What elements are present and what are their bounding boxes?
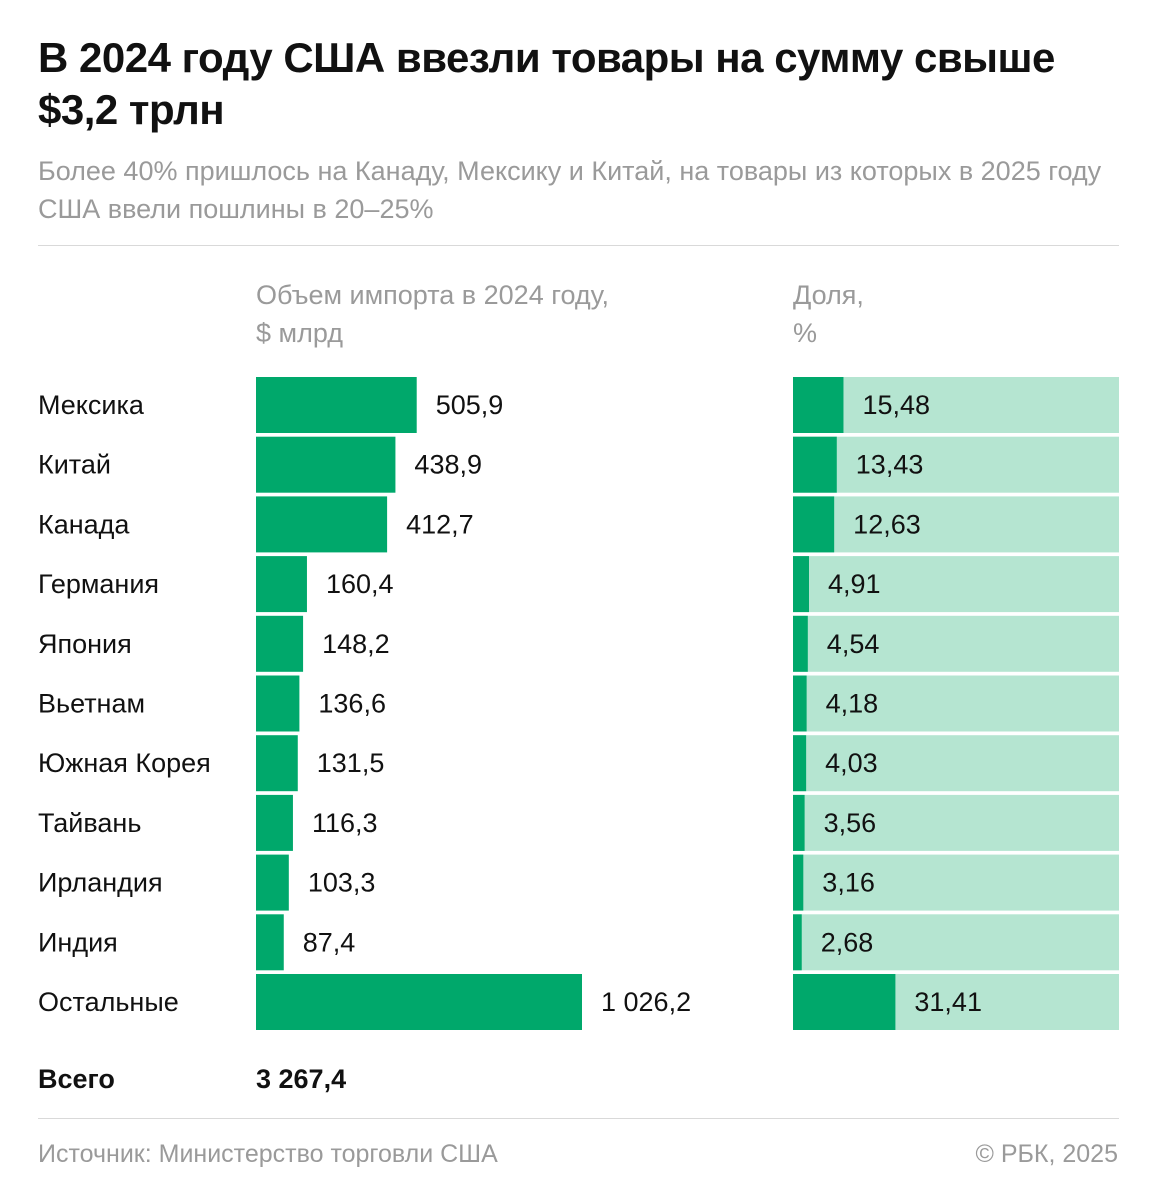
volume-bar <box>256 735 298 792</box>
category-label: Канада <box>38 509 130 539</box>
volume-value-label: 136,6 <box>318 689 386 719</box>
volume-bar <box>256 556 307 613</box>
share-track <box>793 914 1119 971</box>
share-track <box>793 675 1119 732</box>
share-bar <box>793 914 802 971</box>
share-bar <box>793 735 807 792</box>
category-label: Вьетнам <box>38 689 145 719</box>
chart-subtitle: Более 40% пришлось на Канаду, Мексику и … <box>38 156 1102 224</box>
share-track <box>793 794 1119 851</box>
share-value-label: 4,91 <box>828 569 881 599</box>
share-track <box>793 377 1119 433</box>
category-label: Тайвань <box>38 808 141 838</box>
volume-bar <box>256 794 293 851</box>
volume-value-label: 412,7 <box>406 509 474 539</box>
share-value-label: 4,54 <box>827 629 880 659</box>
volume-bar <box>256 914 284 971</box>
share-bar <box>793 854 804 911</box>
share-column-header: Доля, % <box>793 276 1093 352</box>
volume-value-label: 148,2 <box>322 629 390 659</box>
share-bar <box>793 974 896 1030</box>
share-bar <box>793 496 835 553</box>
copyright-note: © РБК, 2025 <box>975 1140 1118 1168</box>
share-bar <box>793 615 808 672</box>
category-label: Германия <box>38 569 159 599</box>
share-bar <box>793 794 805 851</box>
share-track <box>793 735 1119 792</box>
share-value-label: 2,68 <box>821 927 874 957</box>
volume-bar <box>256 436 396 493</box>
share-value-label: 4,03 <box>825 748 878 778</box>
share-bar <box>793 377 844 433</box>
volume-value-label: 1 026,2 <box>601 987 691 1017</box>
category-label: Япония <box>38 629 132 659</box>
share-track <box>793 854 1119 911</box>
volume-bar <box>256 675 300 732</box>
volume-value-label: 160,4 <box>326 569 394 599</box>
category-label: Ирландия <box>38 868 163 898</box>
category-label: Мексика <box>38 390 145 420</box>
share-value-label: 31,41 <box>914 987 982 1017</box>
chart-title: В 2024 году США ввезли товары на сумму с… <box>38 34 1055 133</box>
share-column-header-line2: % <box>793 318 818 348</box>
share-column-header-line1: Доля, <box>793 280 864 310</box>
share-value-label: 4,18 <box>826 689 879 719</box>
volume-bar <box>256 496 388 553</box>
volume-bar <box>256 377 417 433</box>
volume-bar <box>256 854 289 911</box>
volume-bar <box>256 615 304 672</box>
volume-value-label: 103,3 <box>308 868 376 898</box>
volume-value-label: 131,5 <box>317 748 385 778</box>
volume-column-header: Объем импорта в 2024 году, $ млрд <box>256 276 736 352</box>
category-label: Южная Корея <box>38 748 211 778</box>
top-divider <box>38 245 1119 246</box>
source-note: Источник: Министерство торговли США <box>38 1140 498 1168</box>
volume-value-label: 505,9 <box>436 390 504 420</box>
share-track <box>793 556 1119 613</box>
category-label: Остальные <box>38 987 179 1017</box>
volume-value-label: 87,4 <box>303 927 356 957</box>
volume-column-header-line1: Объем импорта в 2024 году, <box>256 280 609 310</box>
share-value-label: 13,43 <box>856 450 924 480</box>
volume-bar <box>256 974 582 1030</box>
volume-value-label: 438,9 <box>414 450 482 480</box>
volume-value-label: 116,3 <box>312 808 378 838</box>
share-track <box>793 615 1119 672</box>
share-track <box>793 496 1119 553</box>
share-bar <box>793 436 837 493</box>
share-value-label: 15,48 <box>862 390 930 420</box>
total-label: Всего <box>38 1064 115 1094</box>
share-value-label: 12,63 <box>853 509 921 539</box>
volume-column-header-line2: $ млрд <box>256 318 343 348</box>
share-bar <box>793 556 810 613</box>
share-value-label: 3,16 <box>822 868 875 898</box>
share-bar <box>793 675 807 732</box>
total-value: 3 267,4 <box>256 1064 347 1094</box>
bottom-divider <box>38 1118 1119 1119</box>
share-value-label: 3,56 <box>824 808 877 838</box>
category-label: Индия <box>38 927 118 957</box>
category-label: Китай <box>38 450 111 480</box>
share-track <box>793 436 1119 493</box>
